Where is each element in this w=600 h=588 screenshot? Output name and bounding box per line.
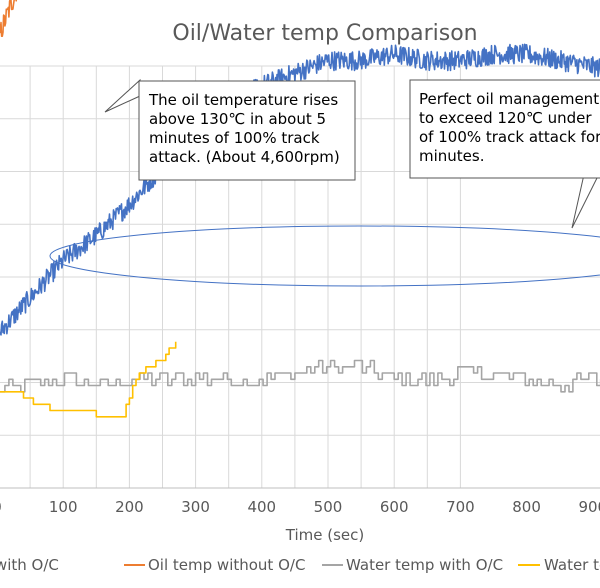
- x-tick-label: 300: [181, 498, 210, 516]
- x-tick-label: 900: [578, 498, 600, 516]
- callout-line: above 130℃ in about 5: [149, 110, 326, 128]
- x-axis-title: Time (sec): [285, 526, 364, 544]
- series-layer: [0, 0, 600, 418]
- callout-pointer: [571, 169, 600, 229]
- callout-oil-no-oc: The oil temperature rises above 130℃ in …: [104, 78, 356, 181]
- legend-label: Oil temp without O/C: [148, 556, 305, 574]
- x-tick-label: 700: [446, 498, 475, 516]
- series-line: [0, 359, 600, 393]
- callout-pointer: [104, 78, 141, 113]
- x-tick-label: 400: [247, 498, 276, 516]
- callout-line: The oil temperature rises: [148, 91, 338, 109]
- callout-line: to exceed 120℃ under: [419, 109, 592, 127]
- callout-box: [138, 80, 356, 181]
- x-tick-label: 100: [49, 498, 78, 516]
- x-tick-label: 0: [0, 498, 2, 516]
- ellipse-layer: [49, 225, 600, 287]
- callout-line: of 100% track attack for: [419, 128, 600, 146]
- callout-line: minutes.: [419, 147, 485, 165]
- chart-title: Oil/Water temp Comparison: [172, 21, 477, 46]
- x-tick-label: 800: [512, 498, 541, 516]
- legend-label: Oil temp with O/C: [0, 556, 59, 574]
- series-line: [0, 0, 18, 37]
- legend: Oil temp with O/C Oil temp without O/C W…: [0, 556, 600, 574]
- callout-oil-oc: Perfect oil management, to exceed 120℃ u…: [409, 79, 600, 229]
- x-tick-label: 500: [314, 498, 343, 516]
- callout-box: [409, 79, 600, 179]
- highlight-ellipse: [49, 225, 600, 287]
- x-axis-ticks: 01002003004005006007008009001000: [0, 498, 600, 516]
- callout-line: attack. (About 4,600rpm): [149, 148, 340, 166]
- legend-label: Water temp: [544, 556, 600, 574]
- x-tick-label: 200: [115, 498, 144, 516]
- legend-label: Water temp with O/C: [346, 556, 503, 574]
- series-line: [0, 341, 177, 418]
- callout-line: Perfect oil management,: [419, 90, 600, 108]
- x-tick-label: 600: [380, 498, 409, 516]
- callout-line: minutes of 100% track: [149, 129, 320, 147]
- series-line: [0, 43, 600, 336]
